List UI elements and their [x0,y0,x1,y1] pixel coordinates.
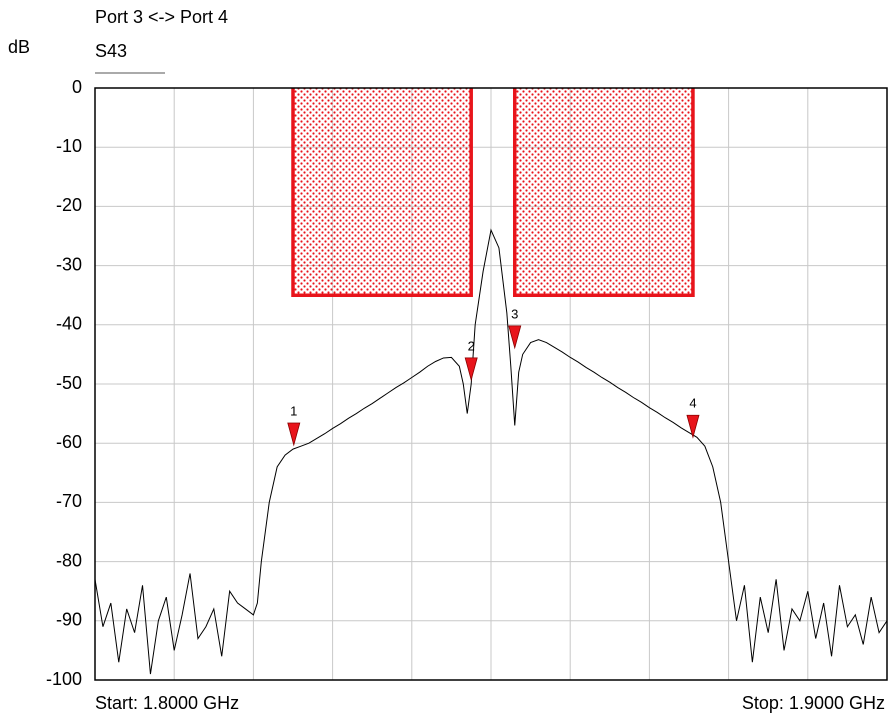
limit-line [513,88,695,297]
y-tick-label: -10 [56,136,82,156]
y-tick-label: -100 [46,669,82,689]
y-axis-label: dB [8,37,30,57]
y-tick-label: -70 [56,491,82,511]
legend-label: S43 [95,41,127,61]
chart-title: Port 3 <-> Port 4 [95,7,228,27]
y-tick-label: -60 [56,432,82,452]
plot-border [94,87,888,681]
marker-label: 2 [468,338,475,353]
marker-label: 4 [689,396,696,411]
marker-label: 1 [290,403,297,418]
limit-mask [514,88,693,296]
y-tick-label: -30 [56,254,82,274]
y-tick-label: -20 [56,195,82,215]
marker [464,357,478,382]
start-label: Start: 1.8000 GHz [95,693,239,713]
plot: 0 -10 -20 -30 -40 -50 -60 -70 -80 -90 -100 S43 1 2 3 4 [46,41,888,689]
limit-line [291,88,473,297]
marker [508,325,522,350]
y-tick-label: -50 [56,373,82,393]
marker [686,414,700,439]
y-tick-label: -90 [56,610,82,630]
stop-label: Stop: 1.9000 GHz [742,693,885,713]
y-tick-label: 0 [72,77,82,97]
y-tick-label: -40 [56,314,82,334]
marker [287,422,301,447]
limit-mask [293,88,472,296]
marker-label: 3 [511,306,518,321]
trace [94,228,888,675]
y-tick-label: -80 [56,550,82,570]
